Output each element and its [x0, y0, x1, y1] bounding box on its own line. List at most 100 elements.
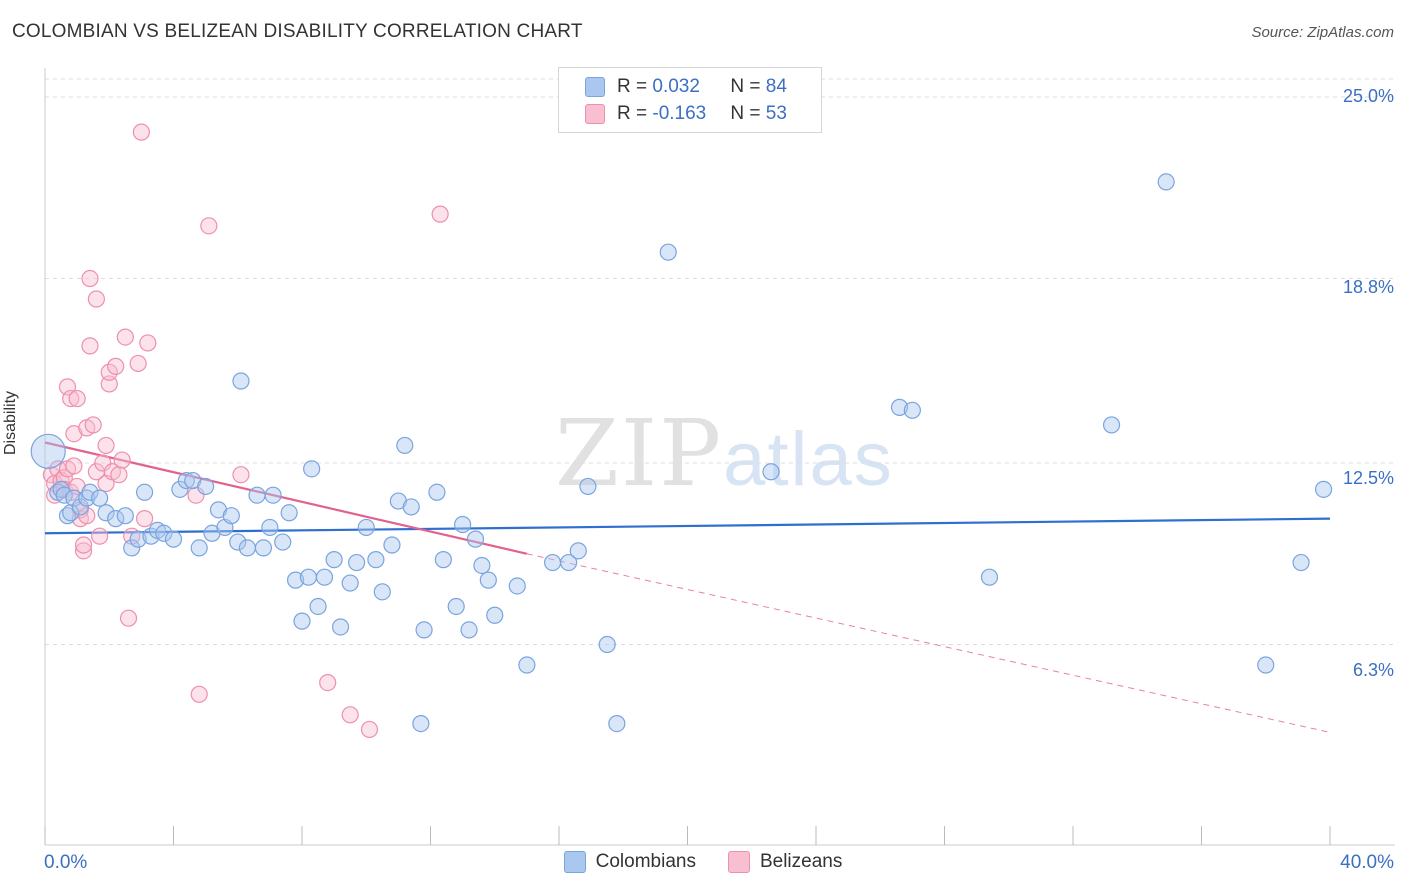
colombian-point	[569, 542, 587, 560]
belizean-point	[139, 334, 157, 352]
legend-r-label: R =	[617, 103, 653, 124]
colombian-point	[81, 483, 99, 501]
legend-item-belizeans[interactable]: Belizeans	[727, 851, 842, 873]
colombian-point	[325, 551, 343, 569]
colombian-point	[123, 539, 141, 557]
legend-n-label: N =	[730, 103, 766, 124]
legend-item-colombians[interactable]: Colombians	[563, 851, 696, 873]
colombian-point	[177, 471, 195, 490]
colombian-point	[466, 530, 485, 548]
belizean-point	[100, 375, 118, 393]
colombian-point	[286, 571, 305, 589]
colombians-swatch	[563, 851, 586, 873]
belizean-point	[113, 451, 131, 469]
x-max-label: 40.0%	[1340, 852, 1394, 873]
colombian-point	[367, 551, 385, 569]
colombian-point	[454, 515, 472, 534]
colombian-point	[383, 536, 401, 554]
colombian-point	[232, 372, 250, 390]
colombian-point	[1292, 553, 1310, 572]
colombian-point	[30, 433, 66, 469]
belizean-point	[341, 706, 359, 724]
y-tick-label-12-5: 12.5%	[1342, 468, 1394, 488]
belizean-point	[97, 436, 115, 455]
colombians-points	[30, 173, 1333, 733]
legend-n-label: N =	[730, 76, 766, 97]
belizean-point	[119, 609, 138, 627]
colombian-point	[222, 507, 240, 525]
belizean-point	[107, 357, 125, 375]
colombian-point	[598, 635, 616, 654]
colombian-point	[129, 530, 147, 548]
colombian-point	[579, 477, 597, 496]
belizean-point	[65, 457, 83, 475]
colombian-point	[261, 518, 279, 537]
colombian-point	[254, 539, 273, 557]
colombian-point	[903, 401, 921, 419]
colombian-point	[97, 504, 115, 522]
colombian-point	[280, 504, 298, 522]
colombian-point	[315, 568, 334, 586]
colombian-point	[543, 553, 562, 572]
colombians-swatch	[585, 77, 605, 97]
belizeans-points	[42, 123, 449, 739]
colombian-point	[479, 571, 497, 589]
belizean-point	[81, 337, 99, 355]
colombian-point	[309, 597, 327, 616]
colombian-point	[608, 714, 626, 733]
belizean-point	[129, 354, 147, 373]
colombian-point	[107, 510, 125, 528]
colombian-point	[460, 621, 478, 639]
colombian-point	[164, 530, 183, 548]
belizeans-trend-line	[44, 441, 528, 555]
colombian-point	[415, 621, 433, 639]
series-legend: Colombians Belizeans	[0, 851, 1406, 873]
colombian-point	[116, 507, 134, 525]
legend-r-value: -0.163	[652, 103, 707, 124]
legend-row-colombians: R = 0.032 N = 84	[585, 74, 787, 100]
belizean-point	[190, 685, 208, 703]
source-label: Source: ZipAtlas.com	[1251, 24, 1394, 41]
belizean-point	[74, 536, 93, 554]
colombian-point	[518, 656, 536, 674]
trend-lines	[44, 441, 1331, 733]
colombian-point	[331, 618, 350, 636]
colombian-point	[58, 507, 77, 525]
belizean-point	[100, 363, 118, 381]
belizean-point	[135, 510, 154, 528]
belizean-point	[94, 454, 112, 472]
colombian-point	[293, 612, 311, 630]
belizeans-trend-line-dashed	[526, 553, 1331, 733]
belizeans-swatch	[727, 851, 750, 873]
colombian-point	[890, 398, 909, 416]
colombian-point	[155, 524, 173, 542]
chart-title: COLOMBIAN VS BELIZEAN DISABILITY CORRELA…	[12, 21, 583, 42]
colombian-point	[1157, 173, 1175, 191]
colombian-point	[434, 551, 452, 569]
belizeans-swatch	[585, 104, 605, 124]
colombian-point	[91, 489, 109, 507]
colombian-point	[229, 533, 247, 551]
colombian-point	[412, 714, 430, 733]
colombian-point	[486, 606, 504, 624]
y-tick-label-6-3: 6.3%	[1352, 660, 1394, 680]
colombian-point	[1257, 656, 1275, 674]
belizean-point	[91, 527, 109, 545]
x-min-label: 0.0%	[44, 852, 88, 873]
colombian-point	[55, 486, 73, 504]
legend-n-value: 53	[765, 103, 787, 124]
colombian-point	[357, 518, 375, 537]
colombian-point	[135, 483, 154, 501]
correlation-legend: R = 0.032 N = 84 R = -0.163 N = 53	[558, 67, 822, 133]
colombian-point	[299, 568, 318, 586]
colombian-point	[473, 556, 491, 575]
belizean-point	[84, 416, 102, 434]
colombian-point	[508, 577, 526, 595]
colombian-point	[348, 553, 366, 572]
colombian-point	[396, 436, 414, 455]
colombian-point	[980, 568, 999, 586]
belizean-point	[87, 290, 106, 308]
grid-lines	[45, 78, 1395, 646]
y-tick-label-25: 25.0%	[1342, 86, 1394, 106]
